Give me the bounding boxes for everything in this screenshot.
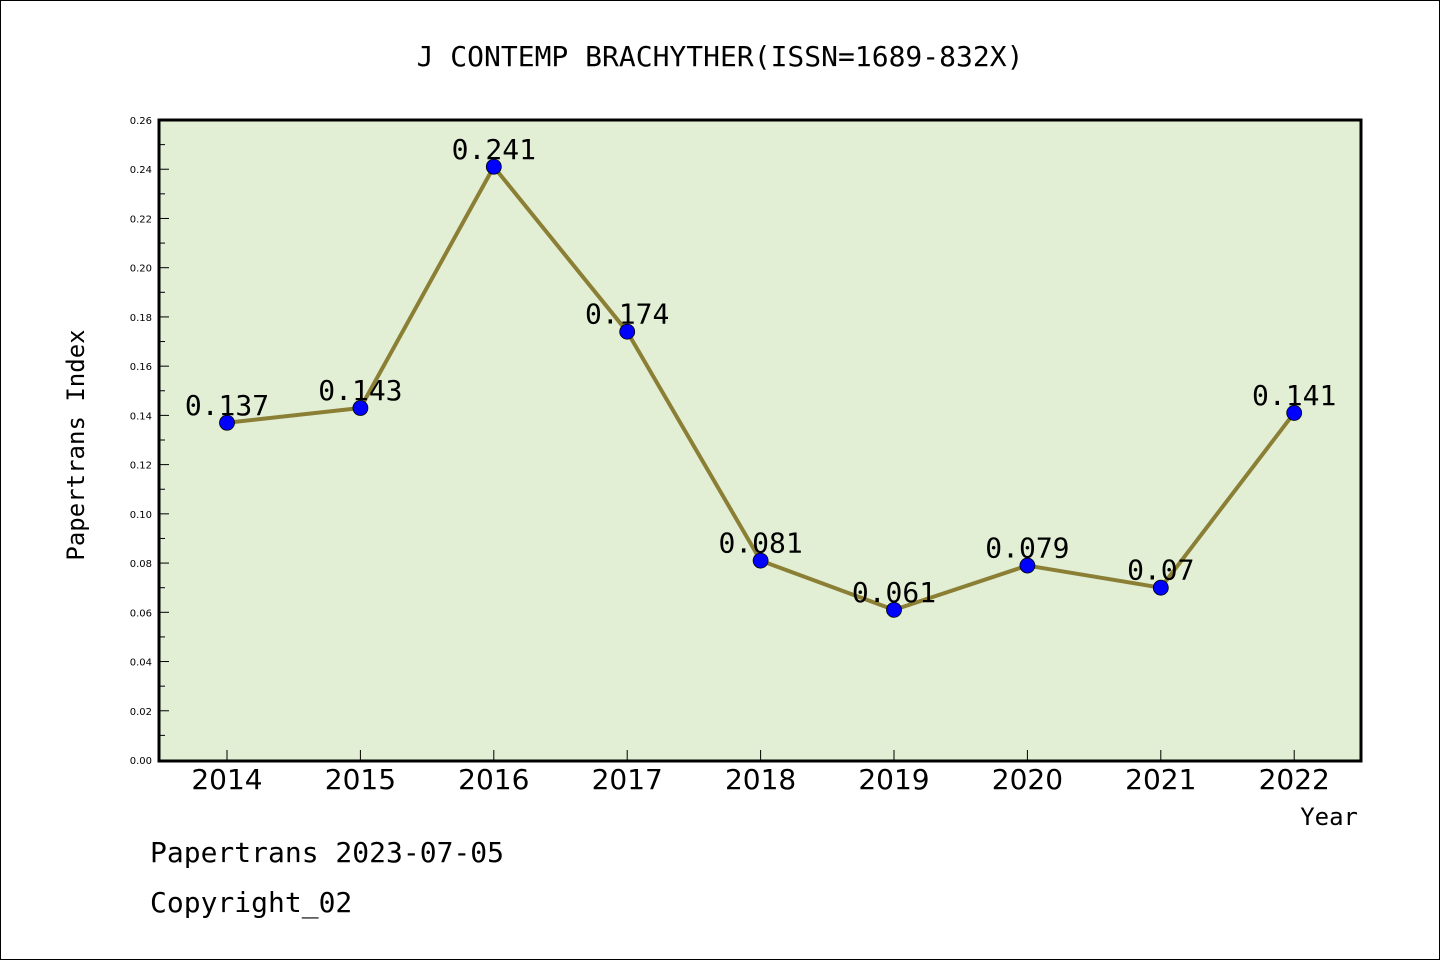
data-label: 0.141 <box>1252 379 1336 412</box>
y-tick-label: 0.22 <box>130 214 152 225</box>
data-label: 0.143 <box>318 374 402 407</box>
y-axis-label: Papertrans Index <box>62 329 90 560</box>
x-axis: 2014 2015 2016 2017 2018 2019 2020 2021 2022 <box>191 750 1330 796</box>
y-axis: 0.00 0.02 0.04 0.06 0.08 0.10 0.12 0.14 0.16 0.18… <box>130 116 169 767</box>
data-point <box>1019 557 1036 574</box>
y-tick-label: 0.10 <box>130 510 152 521</box>
data-labels: 0.137 0.143 0.241 0.174 0.081 0.061 0.079 0.07 0… <box>185 133 1336 609</box>
x-tick-label: 2020 <box>992 763 1063 796</box>
y-tick-label: 0.20 <box>130 264 152 275</box>
y-tick-label: 0.08 <box>130 559 152 570</box>
data-label: 0.081 <box>718 527 802 560</box>
footer-date: Papertrans 2023-07-05 <box>150 836 505 869</box>
x-tick-label: 2022 <box>1259 763 1330 796</box>
chart-title: J CONTEMP BRACHYTHER(ISSN=1689-832X) <box>417 40 1024 73</box>
y-tick-label: 0.24 <box>130 165 152 176</box>
y-tick-label: 0.04 <box>130 658 152 669</box>
plot-area <box>157 118 1363 763</box>
x-tick-label: 2018 <box>725 763 796 796</box>
x-tick-label: 2017 <box>592 763 663 796</box>
y-tick-label: 0.06 <box>130 608 152 619</box>
data-point <box>1286 405 1303 421</box>
data-point <box>485 158 502 175</box>
data-point <box>752 552 769 569</box>
x-axis-label: Year <box>1300 803 1358 831</box>
x-tick-label: 2019 <box>858 763 929 796</box>
x-tick-label: 2014 <box>191 763 262 796</box>
y-tick-label: 0.14 <box>130 411 152 422</box>
footer-copyright: Copyright_02 <box>150 886 353 919</box>
data-label: 0.174 <box>585 298 669 331</box>
x-tick-label: 2021 <box>1125 763 1196 796</box>
y-tick-label: 0.00 <box>130 756 152 767</box>
data-label: 0.137 <box>185 389 269 422</box>
y-tick-label: 0.16 <box>130 362 152 373</box>
data-label: 0.061 <box>852 576 936 609</box>
x-tick-label: 2016 <box>458 763 529 796</box>
data-point <box>352 400 369 416</box>
data-point <box>219 414 235 431</box>
data-label: 0.241 <box>452 133 536 166</box>
data-point <box>619 323 636 340</box>
data-point <box>886 601 902 618</box>
y-tick-label: 0.26 <box>130 116 152 127</box>
series-layer <box>219 158 1303 618</box>
data-label: 0.079 <box>985 532 1069 565</box>
y-tick-label: 0.18 <box>130 313 152 324</box>
y-tick-label: 0.02 <box>130 707 152 718</box>
y-tick-label: 0.12 <box>130 461 152 472</box>
data-label: 0.07 <box>1127 554 1194 587</box>
data-point <box>1152 579 1169 596</box>
x-tick-label: 2015 <box>325 763 396 796</box>
